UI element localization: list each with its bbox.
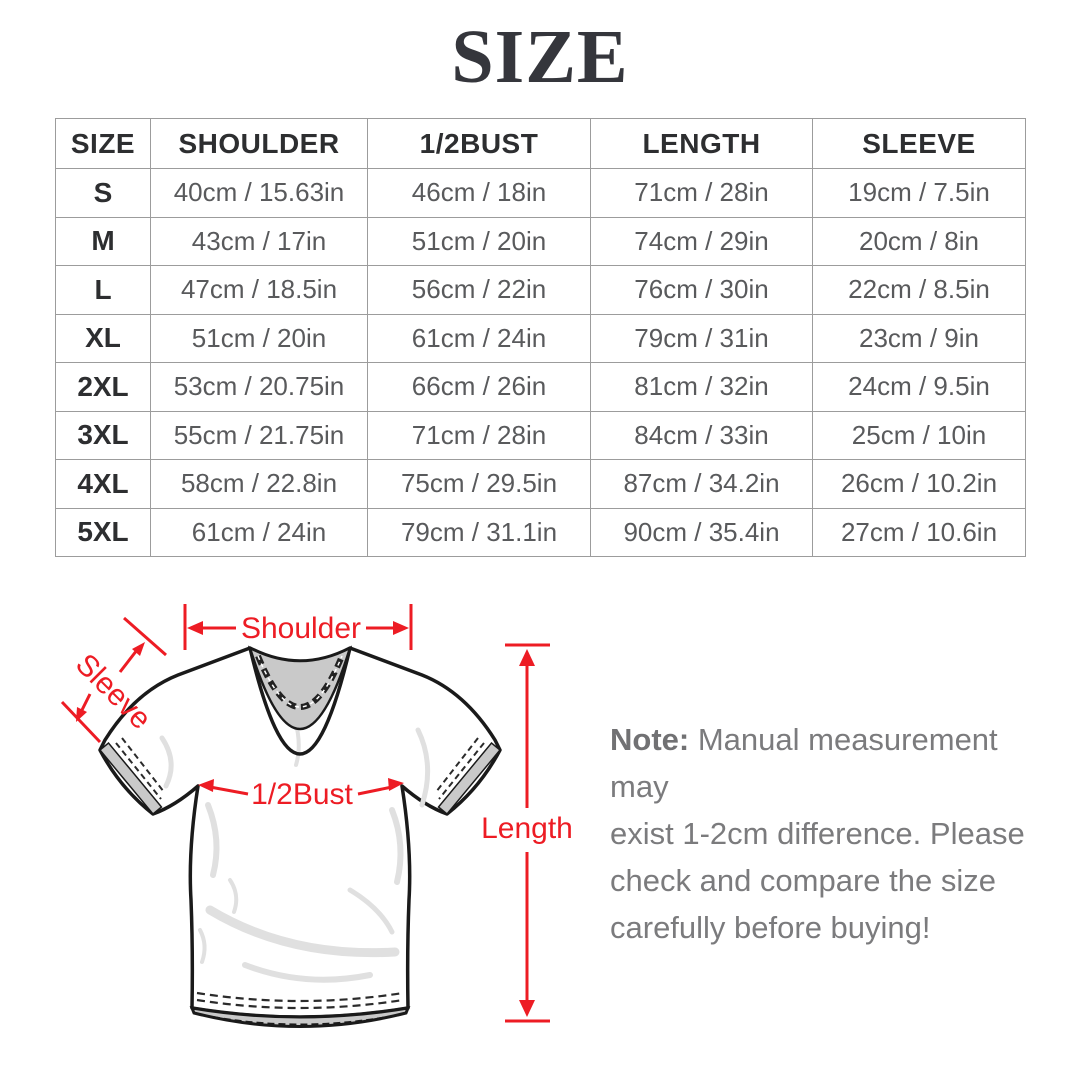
cell-shoulder: 61cm / 24in xyxy=(150,507,368,557)
table-row: 4XL 58cm / 22.8in 75cm / 29.5in 87cm / 3… xyxy=(55,459,1026,509)
length-label: Length xyxy=(481,812,573,845)
cell-length: 81cm / 32in xyxy=(590,362,813,412)
note-line: check and compare the size xyxy=(610,863,996,898)
right-sleeve-stitching xyxy=(435,737,485,800)
cell-length: 71cm / 28in xyxy=(590,168,813,218)
cell-bust: 71cm / 28in xyxy=(367,410,591,460)
cell-bust: 51cm / 20in xyxy=(367,216,591,266)
cell-sleeve: 19cm / 7.5in xyxy=(812,168,1026,218)
cell-size: M xyxy=(55,216,151,266)
cell-shoulder: 53cm / 20.75in xyxy=(150,362,368,412)
note-label: Note: xyxy=(610,722,690,757)
note-line: carefully before buying! xyxy=(610,910,931,945)
cell-sleeve: 20cm / 8in xyxy=(812,216,1026,266)
cell-shoulder: 51cm / 20in xyxy=(150,313,368,363)
table-header-row: SIZE SHOULDER 1/2BUST LENGTH SLEEVE xyxy=(55,118,1026,169)
shoulder-label: Shoulder xyxy=(241,612,361,645)
cell-size: S xyxy=(55,168,151,218)
note-text: Manual measurement may xyxy=(610,722,998,804)
measurement-note: Note: Manual measurement may exist 1-2cm… xyxy=(610,716,1050,951)
cell-size: 2XL xyxy=(55,362,151,412)
collar xyxy=(247,645,353,756)
cell-length: 87cm / 34.2in xyxy=(590,459,813,509)
table-row: M 43cm / 17in 51cm / 20in 74cm / 29in 20… xyxy=(55,216,1026,266)
cell-shoulder: 58cm / 22.8in xyxy=(150,459,368,509)
cell-length: 74cm / 29in xyxy=(590,216,813,266)
col-header-bust: 1/2BUST xyxy=(367,118,591,169)
collar-rib-band xyxy=(247,645,353,730)
col-header-shoulder: SHOULDER xyxy=(150,118,368,169)
cell-sleeve: 22cm / 8.5in xyxy=(812,265,1026,315)
cell-length: 90cm / 35.4in xyxy=(590,507,813,557)
cell-length: 76cm / 30in xyxy=(590,265,813,315)
cell-sleeve: 26cm / 10.2in xyxy=(812,459,1026,509)
cell-length: 84cm / 33in xyxy=(590,410,813,460)
length-arrow: Length xyxy=(481,643,573,1023)
table-row: 2XL 53cm / 20.75in 66cm / 26in 81cm / 32… xyxy=(55,362,1026,412)
bust-arrow: 1/2Bust xyxy=(198,778,404,811)
cell-sleeve: 24cm / 9.5in xyxy=(812,362,1026,412)
cell-length: 79cm / 31in xyxy=(590,313,813,363)
size-table: SIZE SHOULDER 1/2BUST LENGTH SLEEVE S 40… xyxy=(55,118,1026,557)
page-title: SIZE xyxy=(451,15,629,99)
cell-shoulder: 47cm / 18.5in xyxy=(150,265,368,315)
cell-size: 3XL xyxy=(55,410,151,460)
shoulder-arrow: Shoulder xyxy=(183,604,413,650)
left-sleeve-stitching xyxy=(115,737,165,800)
cell-bust: 66cm / 26in xyxy=(367,362,591,412)
tshirt-illustration xyxy=(98,645,502,1028)
hem-band-stitch xyxy=(201,1014,399,1026)
table-row: L 47cm / 18.5in 56cm / 22in 76cm / 30in … xyxy=(55,265,1026,315)
cell-bust: 56cm / 22in xyxy=(367,265,591,315)
cell-bust: 79cm / 31.1in xyxy=(367,507,591,557)
cell-shoulder: 40cm / 15.63in xyxy=(150,168,368,218)
table-row: S 40cm / 15.63in 46cm / 18in 71cm / 28in… xyxy=(55,168,1026,218)
cell-size: 5XL xyxy=(55,507,151,557)
cell-shoulder: 43cm / 17in xyxy=(150,216,368,266)
cell-shoulder: 55cm / 21.75in xyxy=(150,410,368,460)
left-sleeve-band xyxy=(98,741,163,816)
cell-bust: 61cm / 24in xyxy=(367,313,591,363)
front-neckline xyxy=(248,647,352,756)
bust-label: 1/2Bust xyxy=(251,778,353,811)
tshirt-measurement-diagram: Shoulder Sleeve 1/2Bust xyxy=(60,604,573,1028)
cell-sleeve: 23cm / 9in xyxy=(812,313,1026,363)
table-row: 5XL 61cm / 24in 79cm / 31.1in 90cm / 35.… xyxy=(55,507,1026,557)
cell-size: L xyxy=(55,265,151,315)
note-line: Note: Manual measurement may xyxy=(610,716,1050,810)
col-header-size: SIZE xyxy=(55,118,151,169)
right-sleeve-band xyxy=(437,741,502,816)
cell-size: XL xyxy=(55,313,151,363)
note-line: exist 1-2cm difference. Please xyxy=(610,816,1025,851)
cell-size: 4XL xyxy=(55,459,151,509)
cell-sleeve: 25cm / 10in xyxy=(812,410,1026,460)
cell-sleeve: 27cm / 10.6in xyxy=(812,507,1026,557)
fabric-wrinkles xyxy=(159,718,431,983)
col-header-length: LENGTH xyxy=(590,118,813,169)
col-header-sleeve: SLEEVE xyxy=(812,118,1026,169)
cell-bust: 75cm / 29.5in xyxy=(367,459,591,509)
collar-stitch-light xyxy=(257,655,343,708)
table-row: 3XL 55cm / 21.75in 71cm / 28in 84cm / 33… xyxy=(55,410,1026,460)
table-row: XL 51cm / 20in 61cm / 24in 79cm / 31in 2… xyxy=(55,313,1026,363)
cell-bust: 46cm / 18in xyxy=(367,168,591,218)
